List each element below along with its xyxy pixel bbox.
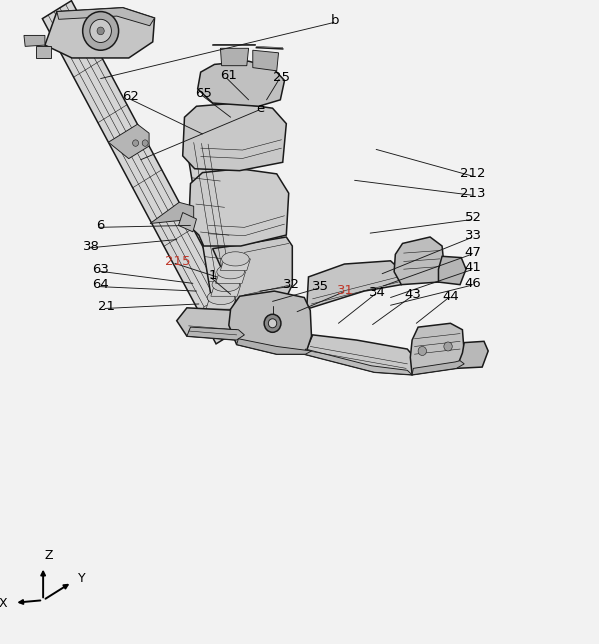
- Text: 52: 52: [465, 211, 482, 224]
- Circle shape: [142, 140, 148, 146]
- Text: 61: 61: [220, 70, 237, 82]
- Polygon shape: [198, 61, 285, 106]
- Text: Y: Y: [78, 572, 86, 585]
- Circle shape: [418, 346, 426, 355]
- Text: 47: 47: [465, 246, 482, 259]
- Polygon shape: [220, 259, 250, 270]
- Text: Z: Z: [45, 549, 53, 562]
- Polygon shape: [456, 341, 488, 368]
- Polygon shape: [394, 237, 444, 285]
- Polygon shape: [237, 339, 311, 354]
- Text: 25: 25: [273, 71, 290, 84]
- Polygon shape: [45, 8, 155, 58]
- Polygon shape: [57, 8, 155, 26]
- Text: 1: 1: [208, 269, 217, 282]
- Text: X: X: [0, 597, 7, 610]
- Text: 63: 63: [92, 263, 109, 276]
- Text: 46: 46: [465, 277, 482, 290]
- Polygon shape: [183, 103, 286, 171]
- Polygon shape: [206, 298, 236, 309]
- Polygon shape: [253, 50, 279, 71]
- Text: 32: 32: [283, 278, 300, 291]
- Polygon shape: [179, 213, 196, 232]
- Polygon shape: [213, 237, 292, 309]
- Polygon shape: [108, 124, 149, 158]
- Polygon shape: [216, 272, 246, 283]
- Text: 43: 43: [405, 289, 422, 301]
- Circle shape: [444, 342, 452, 351]
- Text: 215: 215: [165, 255, 190, 268]
- Text: 6: 6: [96, 219, 105, 232]
- Circle shape: [83, 12, 119, 50]
- Text: 21: 21: [98, 300, 115, 313]
- Ellipse shape: [222, 252, 249, 266]
- Polygon shape: [220, 48, 249, 66]
- Polygon shape: [410, 323, 464, 375]
- Text: b: b: [331, 14, 340, 27]
- Polygon shape: [211, 285, 241, 296]
- Text: 34: 34: [369, 286, 386, 299]
- Text: 31: 31: [337, 284, 353, 297]
- Text: e: e: [256, 102, 265, 115]
- Polygon shape: [201, 310, 231, 322]
- Polygon shape: [187, 327, 244, 340]
- Ellipse shape: [217, 265, 244, 279]
- Text: 41: 41: [465, 261, 482, 274]
- Polygon shape: [186, 142, 241, 309]
- Text: 44: 44: [442, 290, 459, 303]
- Polygon shape: [189, 169, 289, 246]
- Ellipse shape: [212, 278, 240, 292]
- Ellipse shape: [202, 303, 230, 317]
- Text: 213: 213: [461, 187, 486, 200]
- Polygon shape: [304, 349, 412, 375]
- Polygon shape: [36, 46, 51, 58]
- Circle shape: [132, 140, 138, 146]
- Text: 38: 38: [83, 240, 99, 252]
- Text: 64: 64: [92, 278, 109, 291]
- Ellipse shape: [207, 290, 235, 305]
- Text: 62: 62: [122, 90, 139, 103]
- Polygon shape: [229, 291, 311, 354]
- Polygon shape: [412, 361, 464, 375]
- Circle shape: [264, 314, 281, 332]
- Circle shape: [90, 19, 111, 43]
- Text: 35: 35: [312, 280, 329, 293]
- Polygon shape: [150, 202, 193, 223]
- Text: 33: 33: [465, 229, 482, 242]
- Circle shape: [97, 27, 104, 35]
- Polygon shape: [438, 256, 466, 285]
- Polygon shape: [307, 261, 403, 309]
- Polygon shape: [177, 308, 244, 340]
- Polygon shape: [304, 335, 418, 375]
- Circle shape: [268, 319, 277, 328]
- Polygon shape: [24, 35, 45, 46]
- Text: 212: 212: [461, 167, 486, 180]
- Text: 65: 65: [195, 87, 212, 100]
- Polygon shape: [43, 1, 245, 344]
